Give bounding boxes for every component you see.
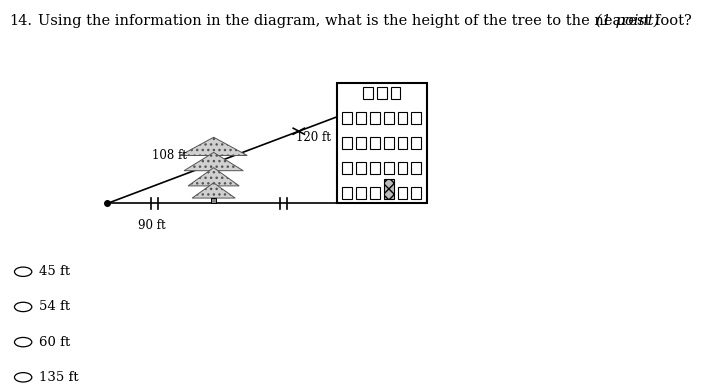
Bar xyxy=(370,112,380,124)
Bar xyxy=(411,187,422,199)
Bar xyxy=(356,112,366,124)
Text: 14.: 14. xyxy=(9,14,33,28)
Bar xyxy=(356,187,366,199)
Bar xyxy=(390,87,401,99)
Bar xyxy=(384,136,393,149)
Bar xyxy=(377,87,387,99)
Bar xyxy=(398,136,407,149)
Bar xyxy=(411,136,422,149)
Text: 108 ft: 108 ft xyxy=(153,149,187,162)
Text: 45 ft: 45 ft xyxy=(39,265,70,278)
Text: (1 point): (1 point) xyxy=(596,14,660,28)
Bar xyxy=(398,161,407,174)
Bar xyxy=(411,112,422,124)
Bar xyxy=(337,83,427,203)
Text: Using the information in the diagram, what is the height of the tree to the near: Using the information in the diagram, wh… xyxy=(38,14,691,28)
Bar xyxy=(342,112,352,124)
Text: 120 ft: 120 ft xyxy=(296,131,331,144)
Bar xyxy=(211,198,216,203)
Bar xyxy=(342,187,352,199)
Bar xyxy=(411,161,422,174)
Bar xyxy=(384,161,393,174)
Polygon shape xyxy=(184,152,243,171)
Bar xyxy=(356,136,366,149)
Text: 90 ft: 90 ft xyxy=(138,219,166,231)
Polygon shape xyxy=(192,183,235,198)
Bar xyxy=(342,136,352,149)
Bar xyxy=(398,187,407,199)
Bar xyxy=(370,161,380,174)
Text: 60 ft: 60 ft xyxy=(39,335,70,349)
Bar xyxy=(342,161,352,174)
Bar xyxy=(384,179,393,199)
Bar xyxy=(356,161,366,174)
Text: 135 ft: 135 ft xyxy=(39,371,79,384)
Text: 54 ft: 54 ft xyxy=(39,300,70,314)
Polygon shape xyxy=(188,168,239,186)
Bar xyxy=(370,136,380,149)
Bar xyxy=(384,112,393,124)
Bar xyxy=(398,112,407,124)
Polygon shape xyxy=(180,137,247,156)
Bar xyxy=(363,87,373,99)
Bar xyxy=(370,187,380,199)
